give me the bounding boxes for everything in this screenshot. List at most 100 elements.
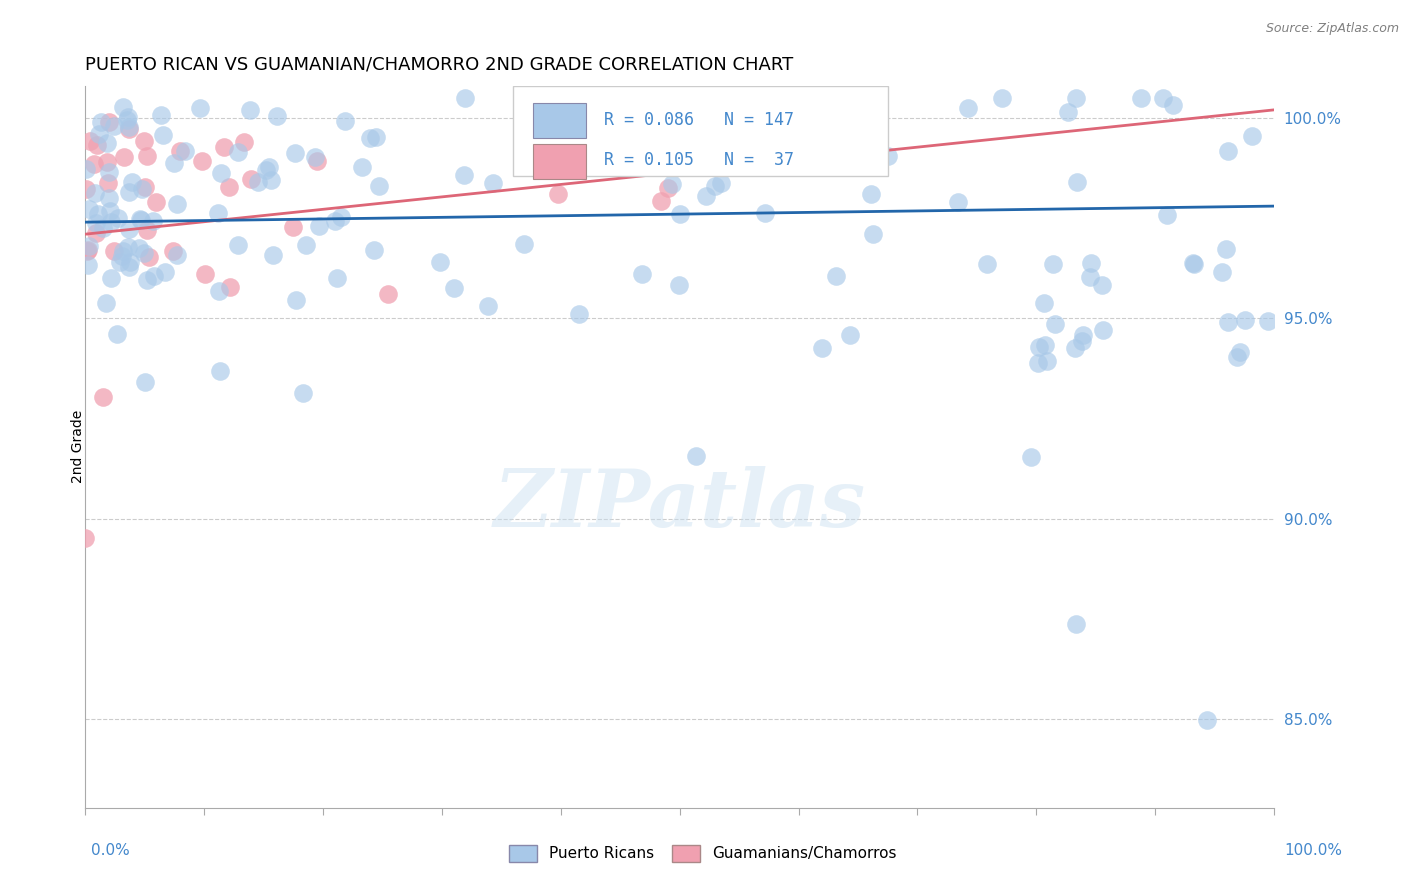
Point [226,237,249,252]
Point [100,271,122,285]
Point [142,214,165,228]
Point [668,207,690,221]
Point [188,102,211,116]
Point [1028,340,1050,354]
Point [946,194,969,209]
Point [782,107,804,121]
Point [1042,257,1064,271]
Point [75,531,97,545]
Point [352,161,374,175]
Point [1090,278,1112,293]
Point [87,207,110,221]
Point [710,176,733,190]
Point [111,249,134,263]
Point [207,205,229,219]
Legend: Puerto Ricans, Guamanians/Chamorros: Puerto Ricans, Guamanians/Chamorros [503,838,903,868]
Point [173,144,195,158]
Point [477,299,499,313]
Point [1019,450,1042,465]
Point [976,257,998,271]
Point [115,113,138,128]
Point [87,127,110,141]
Point [1184,257,1206,271]
Point [76,244,98,259]
Point [91,390,114,404]
Point [96,136,118,150]
Point [86,138,108,153]
Point [1080,256,1102,270]
Point [527,99,550,113]
Point [79,134,101,148]
Point [1092,323,1115,337]
Point [191,153,214,168]
Point [839,327,862,342]
Point [118,221,141,235]
Point [1156,208,1178,222]
Point [118,185,141,199]
Point [136,149,159,163]
Point [1197,713,1219,727]
Point [194,267,217,281]
Point [97,165,120,179]
Point [1026,356,1049,370]
Point [695,189,717,203]
Point [862,227,884,241]
Point [453,168,475,182]
Point [1229,345,1251,359]
Text: 0.0%: 0.0% [91,843,131,858]
Point [128,241,150,255]
Point [1182,256,1205,270]
Point [1130,91,1153,105]
Point [129,213,152,227]
Point [1056,105,1078,120]
Point [1064,341,1087,355]
Point [207,284,229,298]
Point [1152,91,1174,105]
Point [97,115,120,129]
Point [668,278,690,293]
Point [957,101,980,115]
Point [98,191,121,205]
Point [103,244,125,259]
Point [1066,91,1088,105]
Point [77,243,100,257]
Point [75,181,97,195]
Point [661,178,683,192]
Point [75,162,97,177]
Point [586,139,609,153]
Point [96,154,118,169]
Point [107,211,129,225]
Point [266,109,288,123]
Point [281,219,304,234]
Point [364,130,387,145]
Point [1071,327,1094,342]
Point [703,178,725,193]
Point [262,247,284,261]
Point [121,175,143,189]
Point [1233,313,1256,327]
Point [1033,296,1056,310]
Point [111,244,134,259]
Point [307,154,329,169]
Point [1226,351,1249,365]
Point [152,128,174,143]
Text: ZIPatlas: ZIPatlas [494,466,866,543]
Point [1033,337,1056,351]
Text: R = 0.105   N =  37: R = 0.105 N = 37 [603,151,793,169]
Point [117,239,139,253]
Point [91,221,114,235]
Text: PUERTO RICAN VS GUAMANIAN/CHAMORRO 2ND GRADE CORRELATION CHART: PUERTO RICAN VS GUAMANIAN/CHAMORRO 2ND G… [86,55,793,73]
Point [1215,242,1237,256]
Point [860,187,883,202]
Point [811,341,834,355]
Point [295,237,318,252]
Point [94,295,117,310]
Point [208,364,231,378]
Point [631,267,654,281]
Point [991,91,1014,105]
Point [291,385,314,400]
Point [285,293,308,308]
Point [323,214,346,228]
Point [513,236,536,251]
Point [118,120,141,134]
